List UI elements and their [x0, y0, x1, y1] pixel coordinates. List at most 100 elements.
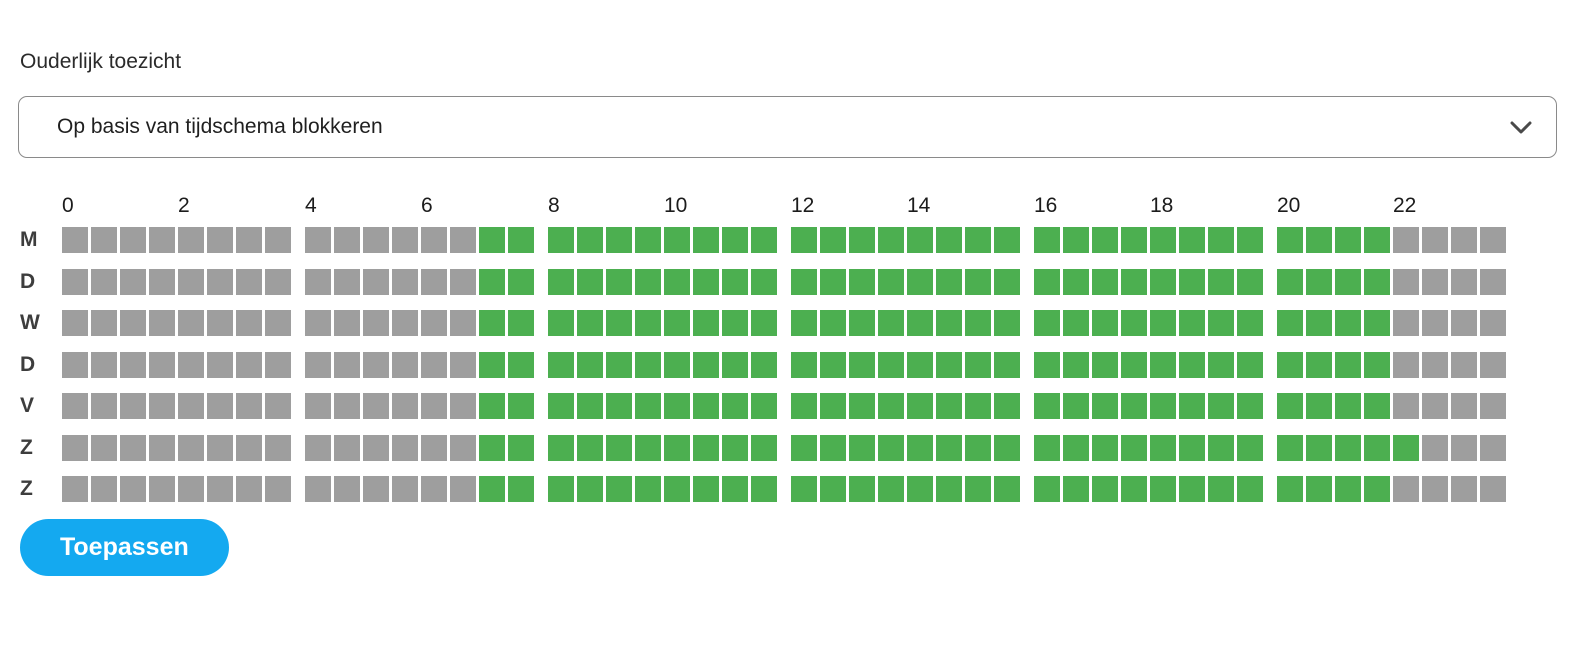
time-cell[interactable] [363, 434, 389, 461]
time-cell[interactable] [1306, 268, 1332, 295]
time-cell[interactable] [1208, 310, 1234, 336]
time-cell[interactable] [1208, 434, 1234, 461]
time-cell[interactable] [1306, 434, 1332, 461]
time-cell[interactable] [878, 393, 904, 419]
time-cell[interactable] [1208, 393, 1234, 419]
time-cell[interactable] [1364, 476, 1390, 502]
time-cell[interactable] [548, 310, 574, 336]
time-cell[interactable] [421, 351, 447, 378]
time-cell[interactable] [751, 351, 777, 378]
time-cell[interactable] [849, 227, 875, 253]
time-cell[interactable] [635, 434, 661, 461]
time-cell[interactable] [1393, 393, 1419, 419]
time-cell[interactable] [265, 476, 291, 502]
time-cell[interactable] [1335, 434, 1361, 461]
time-cell[interactable] [548, 393, 574, 419]
time-cell[interactable] [820, 310, 846, 336]
time-cell[interactable] [508, 393, 534, 419]
time-cell[interactable] [606, 476, 632, 502]
time-cell[interactable] [791, 227, 817, 253]
time-cell[interactable] [849, 393, 875, 419]
time-cell[interactable] [1335, 393, 1361, 419]
time-cell[interactable] [1277, 310, 1303, 336]
time-cell[interactable] [1150, 476, 1176, 502]
time-cell[interactable] [1034, 351, 1060, 378]
time-cell[interactable] [479, 351, 505, 378]
time-cell[interactable] [1393, 268, 1419, 295]
time-cell[interactable] [878, 268, 904, 295]
time-cell[interactable] [1121, 434, 1147, 461]
time-cell[interactable] [751, 434, 777, 461]
time-cell[interactable] [878, 476, 904, 502]
time-cell[interactable] [965, 476, 991, 502]
time-cell[interactable] [450, 434, 476, 461]
time-cell[interactable] [392, 268, 418, 295]
time-cell[interactable] [265, 351, 291, 378]
time-cell[interactable] [635, 310, 661, 336]
time-cell[interactable] [664, 310, 690, 336]
time-cell[interactable] [1179, 434, 1205, 461]
time-cell[interactable] [849, 434, 875, 461]
time-cell[interactable] [363, 393, 389, 419]
time-cell[interactable] [305, 393, 331, 419]
time-cell[interactable] [791, 476, 817, 502]
time-cell[interactable] [635, 268, 661, 295]
time-cell[interactable] [479, 476, 505, 502]
time-cell[interactable] [1451, 393, 1477, 419]
time-cell[interactable] [1277, 434, 1303, 461]
time-cell[interactable] [1480, 434, 1506, 461]
time-cell[interactable] [1121, 268, 1147, 295]
time-cell[interactable] [178, 476, 204, 502]
time-cell[interactable] [1237, 476, 1263, 502]
time-cell[interactable] [1277, 393, 1303, 419]
time-cell[interactable] [1121, 476, 1147, 502]
time-cell[interactable] [664, 351, 690, 378]
time-cell[interactable] [1364, 227, 1390, 253]
time-cell[interactable] [751, 476, 777, 502]
time-cell[interactable] [1364, 268, 1390, 295]
time-cell[interactable] [1480, 351, 1506, 378]
time-cell[interactable] [1092, 351, 1118, 378]
time-cell[interactable] [936, 227, 962, 253]
time-cell[interactable] [363, 351, 389, 378]
time-cell[interactable] [577, 268, 603, 295]
time-cell[interactable] [606, 393, 632, 419]
time-cell[interactable] [1364, 351, 1390, 378]
time-cell[interactable] [1237, 268, 1263, 295]
time-cell[interactable] [1092, 227, 1118, 253]
time-cell[interactable] [421, 227, 447, 253]
time-cell[interactable] [1208, 351, 1234, 378]
time-cell[interactable] [722, 227, 748, 253]
time-cell[interactable] [1480, 268, 1506, 295]
time-cell[interactable] [1179, 476, 1205, 502]
time-cell[interactable] [1179, 227, 1205, 253]
time-cell[interactable] [120, 268, 146, 295]
time-cell[interactable] [421, 268, 447, 295]
time-cell[interactable] [994, 268, 1020, 295]
time-cell[interactable] [479, 310, 505, 336]
time-cell[interactable] [1063, 434, 1089, 461]
time-cell[interactable] [965, 351, 991, 378]
time-cell[interactable] [751, 310, 777, 336]
time-cell[interactable] [1306, 393, 1332, 419]
time-cell[interactable] [1063, 268, 1089, 295]
time-cell[interactable] [635, 227, 661, 253]
time-cell[interactable] [178, 268, 204, 295]
time-cell[interactable] [508, 434, 534, 461]
time-cell[interactable] [392, 434, 418, 461]
time-cell[interactable] [664, 227, 690, 253]
time-cell[interactable] [1092, 434, 1118, 461]
time-cell[interactable] [508, 227, 534, 253]
time-cell[interactable] [1422, 434, 1448, 461]
time-cell[interactable] [450, 351, 476, 378]
time-cell[interactable] [577, 434, 603, 461]
time-cell[interactable] [820, 476, 846, 502]
time-cell[interactable] [1063, 310, 1089, 336]
time-cell[interactable] [334, 227, 360, 253]
time-cell[interactable] [479, 268, 505, 295]
time-cell[interactable] [965, 268, 991, 295]
time-cell[interactable] [791, 310, 817, 336]
time-cell[interactable] [450, 393, 476, 419]
time-cell[interactable] [1422, 476, 1448, 502]
time-cell[interactable] [1150, 434, 1176, 461]
